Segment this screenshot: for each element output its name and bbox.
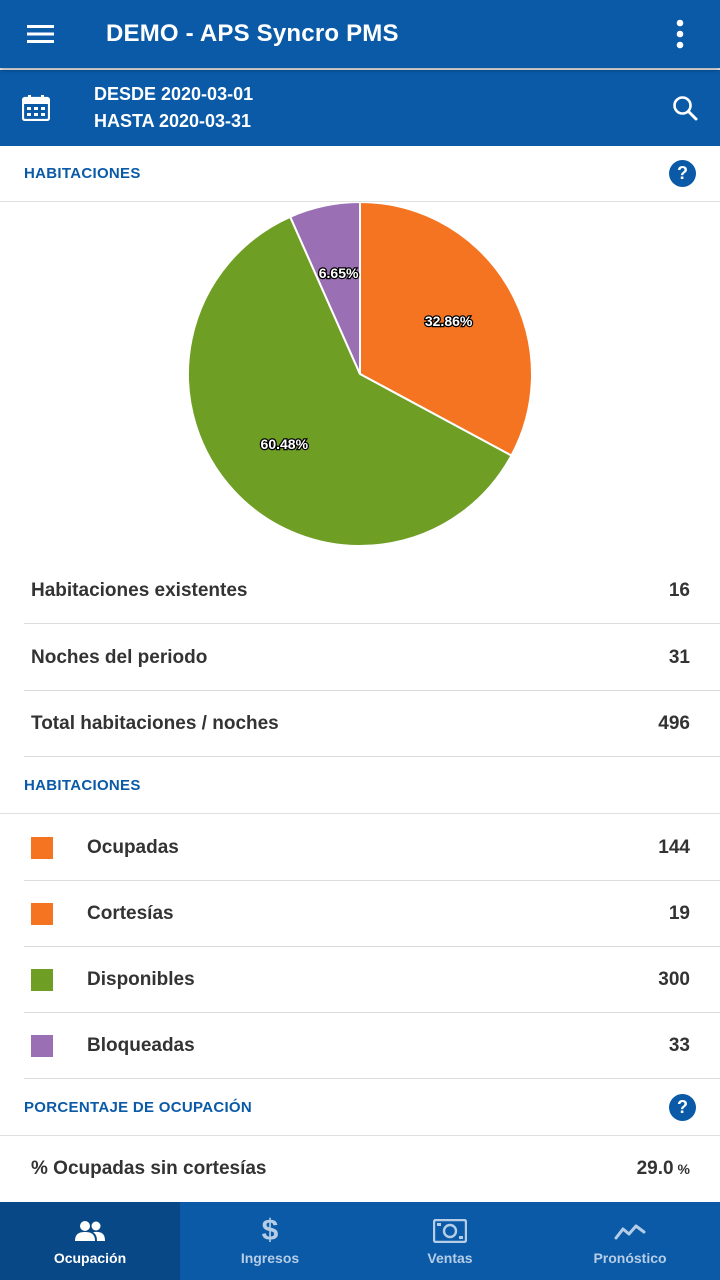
people-icon [75, 1221, 105, 1241]
calendar-button[interactable] [0, 70, 94, 146]
pie-chart: 32.86% 60.48% 6.65% [0, 202, 720, 552]
date-from: DESDE 2020-03-01 [94, 84, 254, 104]
row-label: Ocupadas [87, 836, 179, 858]
calendar-icon [22, 95, 50, 121]
date-range[interactable]: DESDE 2020-03-01 HASTA 2020-03-31 [94, 81, 650, 135]
row-value: 144 [658, 836, 690, 858]
section-title: HABITACIONES [24, 165, 141, 182]
legend-swatch [31, 836, 53, 859]
occupancy-row: % Ocupadas sin cortesías 29.0% [0, 1138, 720, 1200]
more-options-button[interactable] [640, 0, 720, 68]
room-row-cortesias: Cortesías 19 [24, 881, 720, 947]
pie-slice-disponibles[interactable] [187, 215, 513, 547]
tab-label: Ingresos [240, 1250, 300, 1266]
section-title: HABITACIONES [24, 777, 141, 794]
legend-swatch [31, 902, 53, 925]
tab-label: Ventas [427, 1250, 473, 1266]
tab-label: Pronóstico [593, 1250, 667, 1266]
cash-icon [433, 1219, 467, 1243]
row-value: 33 [668, 1034, 690, 1056]
row-value: 16 [668, 579, 690, 601]
pie-slice-ocupadas[interactable] [359, 202, 533, 457]
tab-ingresos[interactable]: $ Ingresos [180, 1202, 360, 1280]
legend-swatch [31, 968, 53, 991]
help-icon[interactable]: ? [669, 160, 696, 187]
search-button[interactable] [650, 70, 720, 146]
occupancy-value: 29.0 [636, 1158, 674, 1179]
date-to: HASTA 2020-03-31 [94, 111, 252, 131]
dollar-icon: $ [261, 1214, 279, 1247]
trend-icon [614, 1224, 646, 1240]
row-label: Bloqueadas [87, 1034, 195, 1056]
pie-data-label: 32.86% [425, 313, 473, 329]
section-header-habitaciones-chart: HABITACIONES ? [0, 146, 720, 202]
row-value: 496 [658, 712, 690, 734]
row-value: 31 [668, 646, 690, 668]
room-row-bloqueadas: Bloqueadas 33 [24, 1013, 720, 1079]
row-label: Noches del periodo [31, 646, 208, 668]
occupancy-unit: % [677, 1161, 690, 1177]
legend-swatch [31, 1034, 53, 1057]
pie-data-label: 60.48% [261, 436, 309, 452]
app-title: DEMO - APS Syncro PMS [106, 20, 399, 47]
row-label: Habitaciones existentes [31, 579, 248, 601]
tab-ventas[interactable]: Ventas [360, 1202, 540, 1280]
row-label: Cortesías [87, 902, 174, 924]
app-bar: DEMO - APS Syncro PMS [0, 0, 720, 68]
row-value: 300 [658, 968, 690, 990]
section-header-porcentaje: PORCENTAJE DE OCUPACIÓN ? [0, 1080, 720, 1136]
room-row-disponibles: Disponibles 300 [24, 947, 720, 1013]
occupancy-label: % Ocupadas sin cortesías [31, 1158, 267, 1179]
row-value: 19 [668, 902, 690, 924]
summary-row-habitaciones-existentes: Habitaciones existentes 16 [24, 558, 720, 624]
help-icon[interactable]: ? [669, 1094, 696, 1121]
section-header-habitaciones-list: HABITACIONES [0, 758, 720, 814]
summary-row-noches-del-periodo: Noches del periodo 31 [24, 625, 720, 691]
tab-ocupacion[interactable]: Ocupación [0, 1202, 180, 1280]
more-vert-icon [676, 19, 684, 49]
room-row-ocupadas: Ocupadas 144 [24, 815, 720, 881]
pie-data-label: 6.65% [319, 265, 359, 281]
menu-button[interactable] [0, 0, 82, 68]
row-label: Total habitaciones / noches [31, 712, 279, 734]
pie-slice-bloqueadas[interactable] [288, 202, 361, 375]
date-range-bar: DESDE 2020-03-01 HASTA 2020-03-31 [0, 70, 720, 146]
search-icon [673, 96, 698, 121]
tab-label: Ocupación [53, 1250, 127, 1266]
tab-pronostico[interactable]: Pronóstico [540, 1202, 720, 1280]
bottom-navigation: Ocupación $ Ingresos Ventas Pronóstico [0, 1202, 720, 1280]
row-label: Disponibles [87, 968, 195, 990]
hamburger-icon [27, 25, 54, 43]
summary-row-total-habitaciones-noches: Total habitaciones / noches 496 [24, 691, 720, 757]
pie-chart-svg: 32.86% 60.48% 6.65% [187, 202, 533, 547]
section-title: PORCENTAJE DE OCUPACIÓN [24, 1099, 253, 1116]
